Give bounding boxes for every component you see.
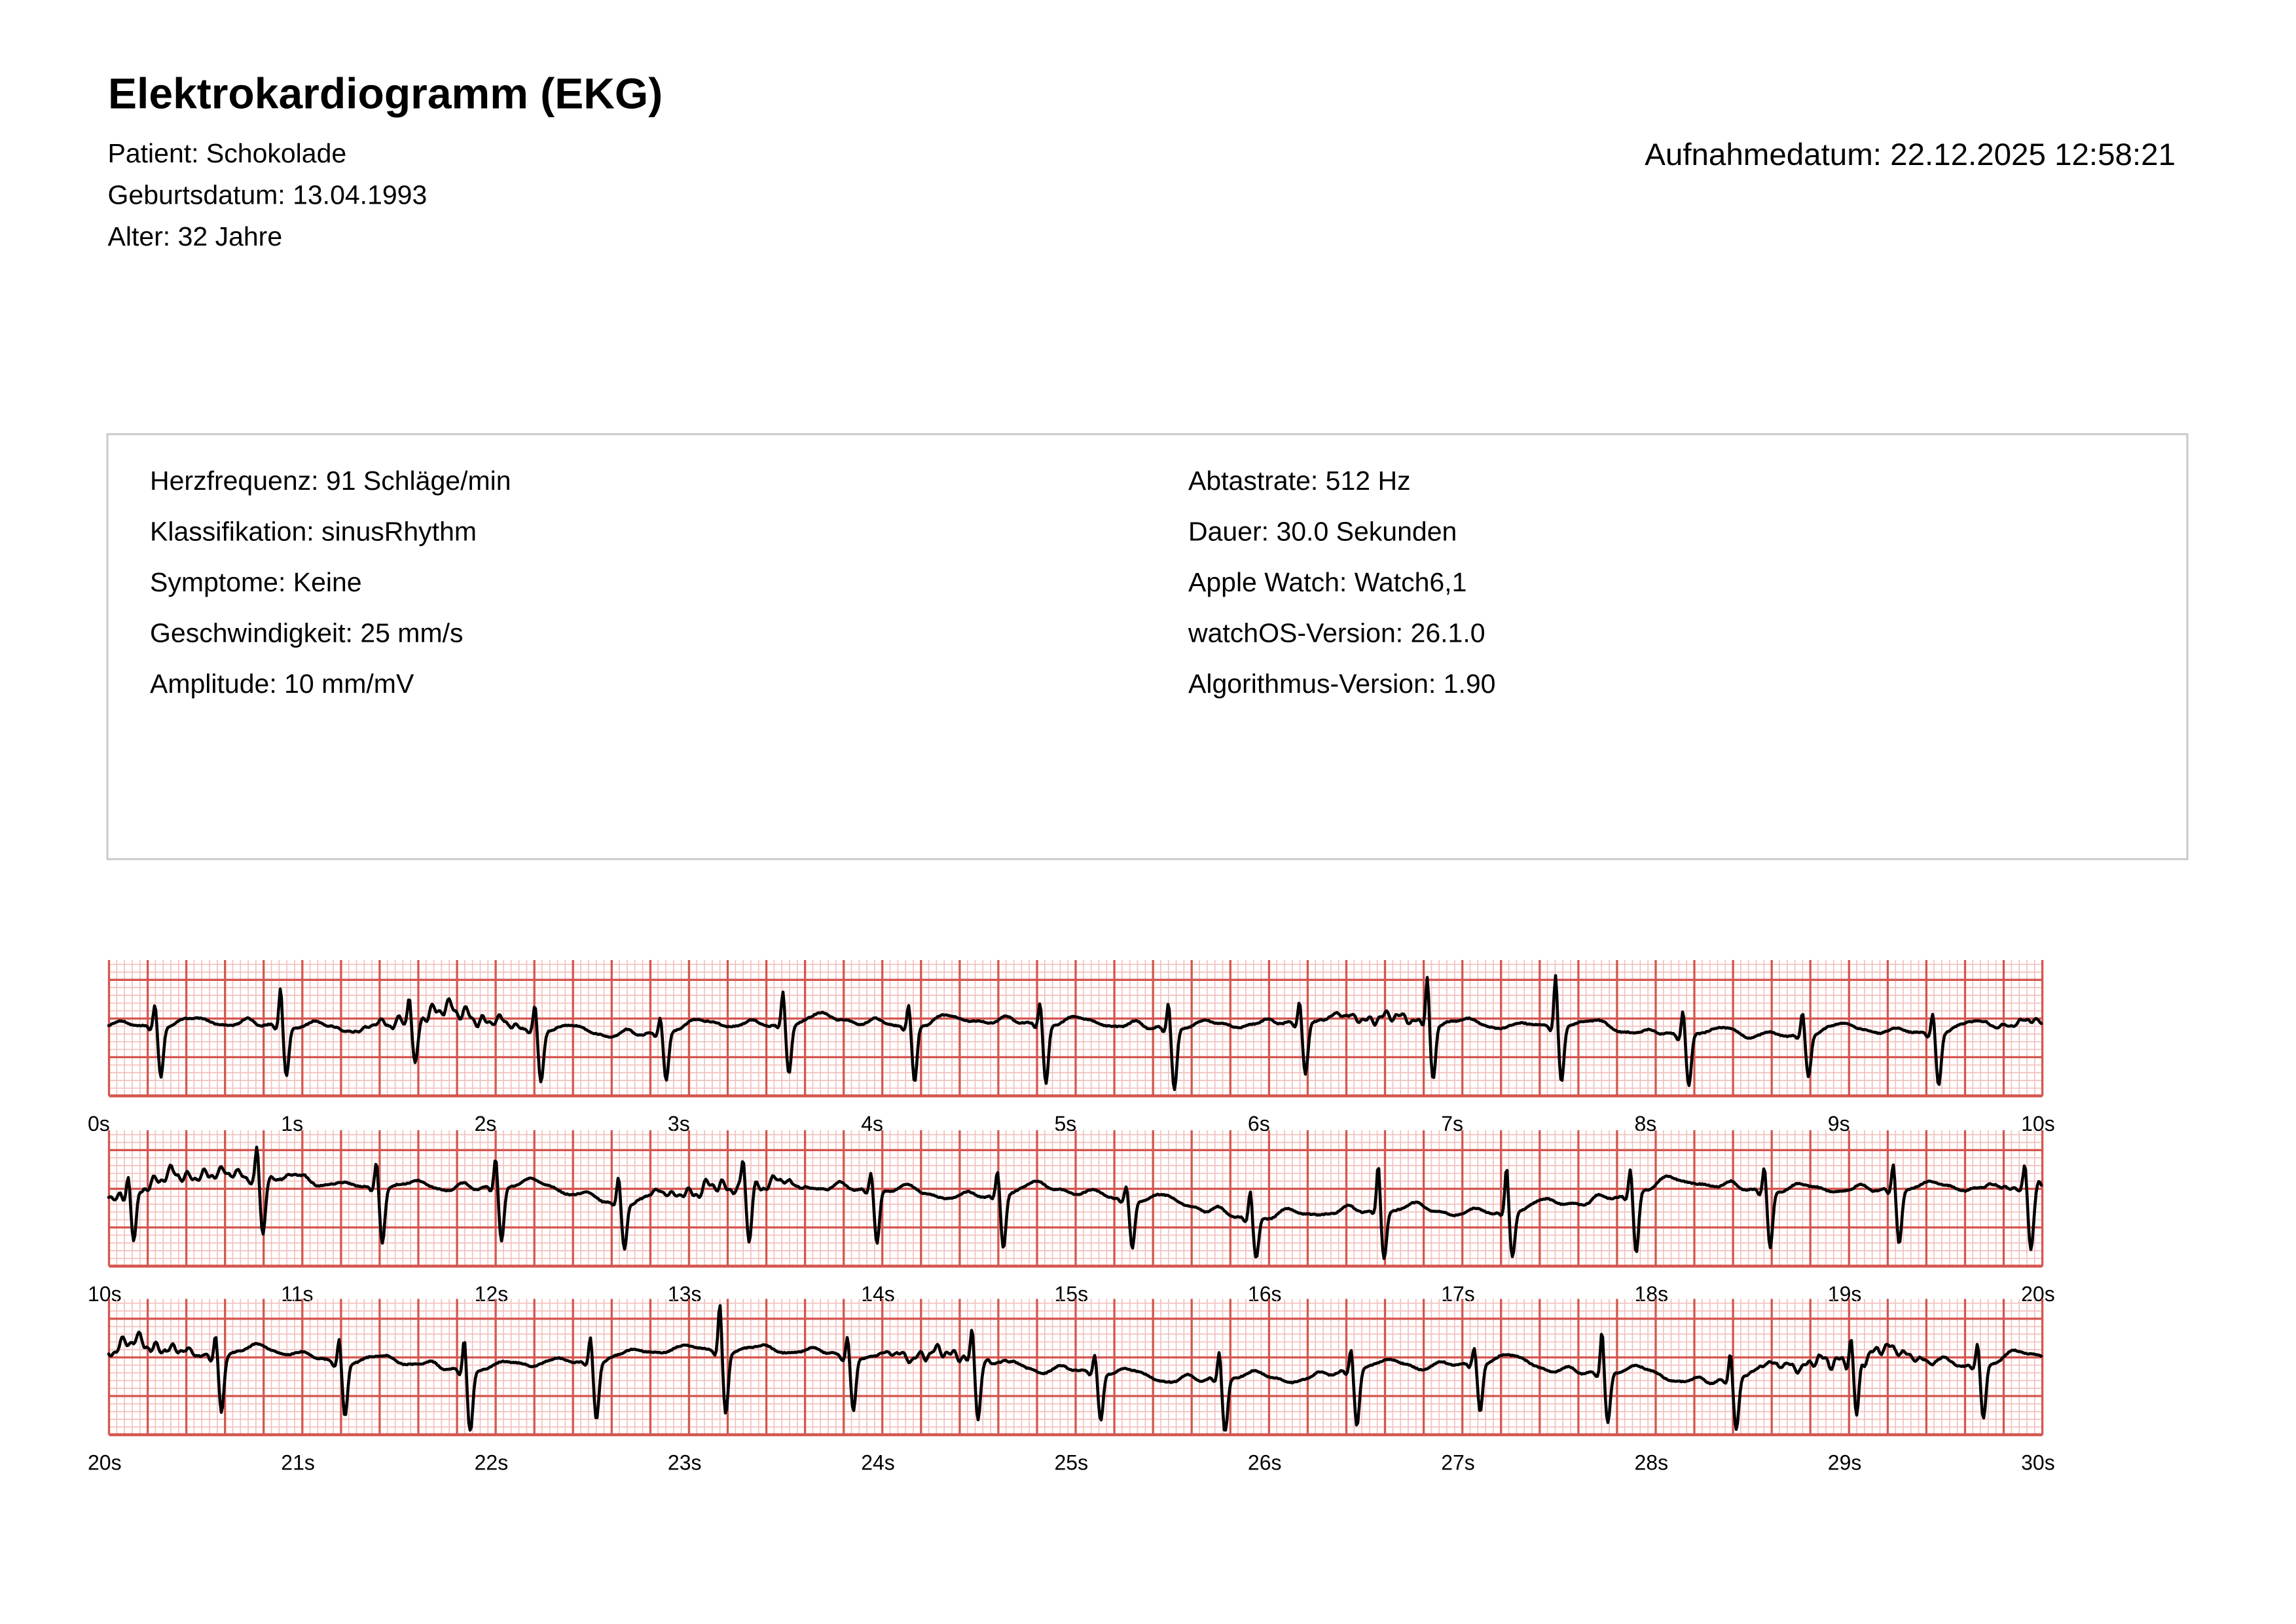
svg-text:21s: 21s [281, 1451, 315, 1475]
svg-text:Elektrokardiogramm (EKG): Elektrokardiogramm (EKG) [108, 69, 663, 118]
svg-text:23s: 23s [668, 1451, 702, 1475]
svg-text:Aufnahmedatum: 22.12.2025 12:5: Aufnahmedatum: 22.12.2025 12:58:21 [1645, 138, 2176, 172]
svg-text:5s: 5s [1055, 1112, 1077, 1135]
svg-text:Klassifikation: sinusRhythm: Klassifikation: sinusRhythm [150, 517, 477, 547]
svg-text:30s: 30s [2021, 1451, 2055, 1475]
svg-text:10s: 10s [2021, 1112, 2055, 1135]
svg-text:22s: 22s [475, 1451, 509, 1475]
svg-text:20s: 20s [2021, 1282, 2055, 1306]
svg-text:Abtastrate: 512 Hz: Abtastrate: 512 Hz [1188, 466, 1411, 496]
svg-text:2s: 2s [475, 1112, 497, 1135]
svg-text:6s: 6s [1248, 1112, 1270, 1135]
svg-text:27s: 27s [1441, 1451, 1475, 1475]
svg-text:Dauer: 30.0 Sekunden: Dauer: 30.0 Sekunden [1188, 517, 1457, 547]
svg-text:24s: 24s [861, 1451, 895, 1475]
svg-text:26s: 26s [1248, 1451, 1282, 1475]
svg-text:Amplitude: 10 mm/mV: Amplitude: 10 mm/mV [150, 669, 414, 699]
svg-text:3s: 3s [668, 1112, 690, 1135]
svg-text:4s: 4s [861, 1112, 883, 1135]
svg-text:9s: 9s [1828, 1112, 1850, 1135]
svg-text:Algorithmus-Version: 1.90: Algorithmus-Version: 1.90 [1188, 669, 1495, 699]
svg-text:10s: 10s [88, 1282, 122, 1306]
svg-text:0s: 0s [88, 1112, 110, 1135]
svg-text:29s: 29s [1828, 1451, 1862, 1475]
svg-text:25s: 25s [1055, 1451, 1089, 1475]
svg-text:8s: 8s [1635, 1112, 1657, 1135]
svg-text:Herzfrequenz: 91 Schläge/min: Herzfrequenz: 91 Schläge/min [150, 466, 511, 496]
svg-text:Apple Watch: Watch6,1: Apple Watch: Watch6,1 [1188, 567, 1467, 597]
svg-text:Patient: Schokolade: Patient: Schokolade [108, 138, 347, 168]
svg-text:watchOS-Version: 26.1.0: watchOS-Version: 26.1.0 [1188, 618, 1485, 648]
svg-text:11s: 11s [281, 1282, 313, 1306]
svg-text:Symptome: Keine: Symptome: Keine [150, 567, 362, 597]
svg-text:7s: 7s [1441, 1112, 1463, 1135]
svg-text:Geburtsdatum: 13.04.1993: Geburtsdatum: 13.04.1993 [108, 180, 428, 210]
svg-text:28s: 28s [1635, 1451, 1669, 1475]
svg-text:1s: 1s [281, 1112, 303, 1135]
svg-text:Geschwindigkeit: 25 mm/s: Geschwindigkeit: 25 mm/s [150, 618, 464, 648]
svg-text:Alter: 32 Jahre: Alter: 32 Jahre [108, 221, 283, 251]
svg-text:20s: 20s [88, 1451, 122, 1475]
